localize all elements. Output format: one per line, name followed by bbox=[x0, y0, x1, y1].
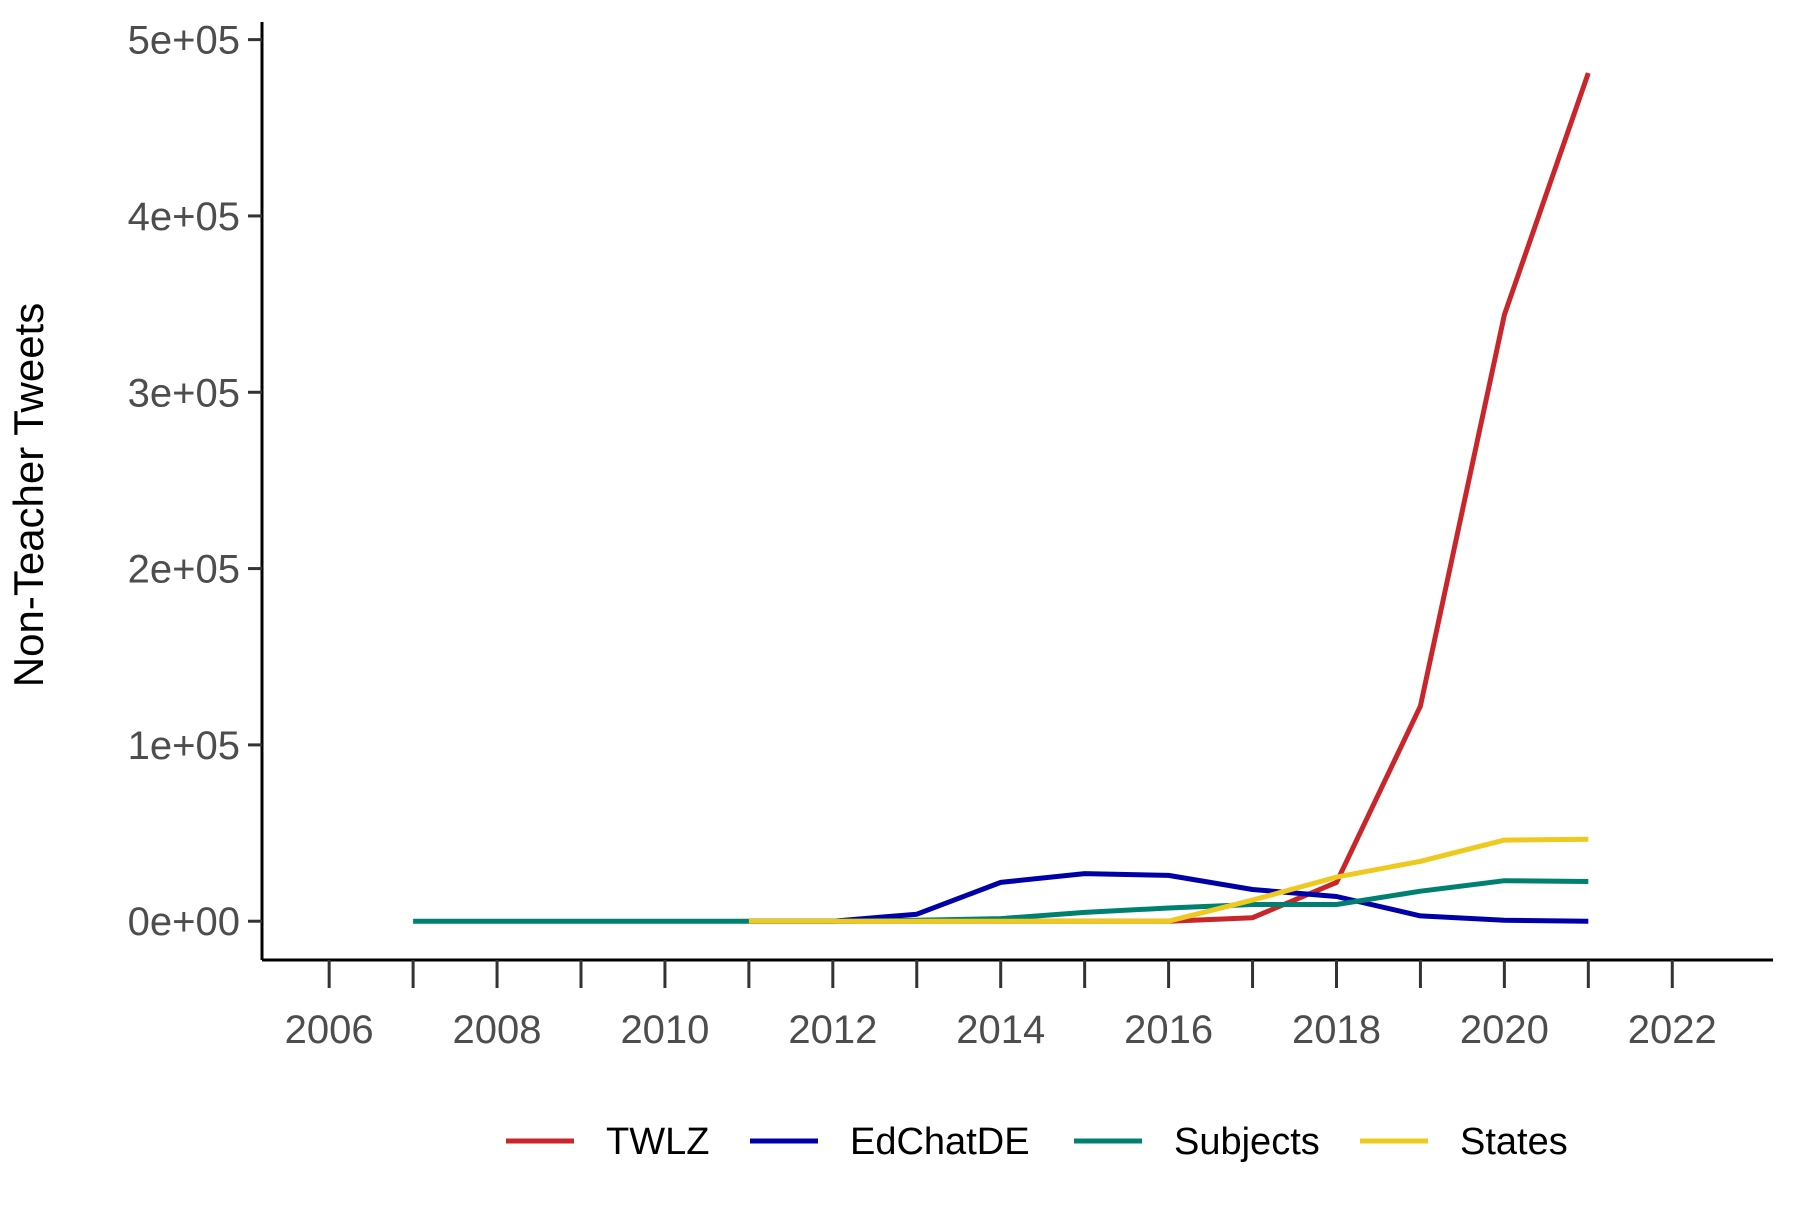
y-tick-label: 1e+05 bbox=[128, 724, 240, 768]
x-tick-label: 2012 bbox=[788, 1008, 877, 1052]
legend-item-subjects: Subjects bbox=[1074, 1121, 1320, 1163]
x-tick-label: 2022 bbox=[1628, 1008, 1717, 1052]
series-line-twlz bbox=[748, 72, 1591, 924]
series-line-subjects bbox=[413, 878, 1589, 924]
x-tick-label: 2020 bbox=[1460, 1008, 1549, 1052]
legend-label: TWLZ bbox=[606, 1121, 709, 1163]
y-tick-label: 3e+05 bbox=[128, 371, 240, 415]
series-line-edchatde bbox=[748, 871, 1589, 924]
legend-item-edchatde: EdChatDE bbox=[750, 1121, 1030, 1163]
legend-item-twlz: TWLZ bbox=[506, 1121, 709, 1163]
y-axis-title: Non-Teacher Tweets bbox=[5, 303, 52, 687]
legend-label: Subjects bbox=[1174, 1121, 1320, 1163]
x-tick-label: 2010 bbox=[620, 1008, 709, 1052]
y-tick-label: 4e+05 bbox=[128, 195, 240, 239]
x-tick-label: 2016 bbox=[1124, 1008, 1213, 1052]
y-tick-label: 0e+00 bbox=[128, 900, 240, 944]
legend-label: EdChatDE bbox=[850, 1121, 1030, 1163]
x-tick-label: 2006 bbox=[285, 1008, 374, 1052]
legend-item-states: States bbox=[1360, 1121, 1568, 1163]
y-tick-label: 2e+05 bbox=[128, 548, 240, 592]
series-line-states bbox=[748, 836, 1589, 924]
legend-label: States bbox=[1460, 1121, 1568, 1163]
x-tick-label: 2014 bbox=[956, 1008, 1045, 1052]
x-tick-label: 2008 bbox=[453, 1008, 542, 1052]
x-tick-label: 2018 bbox=[1292, 1008, 1381, 1052]
y-tick-label: 5e+05 bbox=[128, 19, 240, 63]
